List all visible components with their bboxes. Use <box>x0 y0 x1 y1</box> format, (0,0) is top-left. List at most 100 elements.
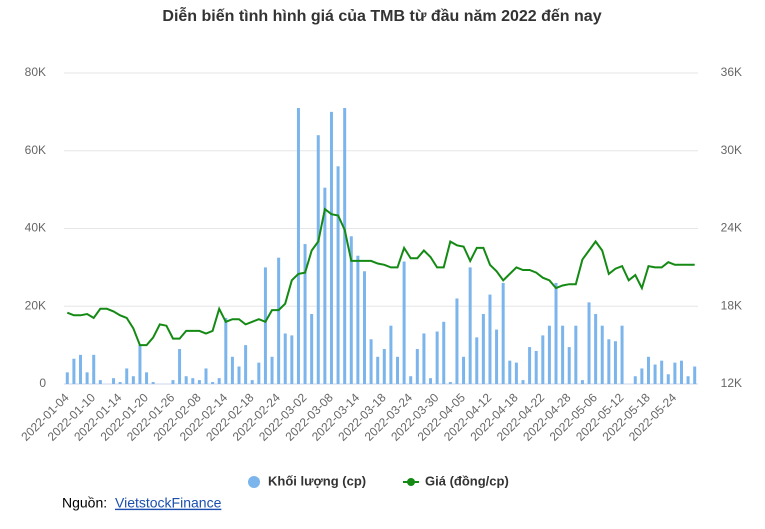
bar <box>230 356 234 384</box>
y-tick-label: 80K <box>25 65 46 79</box>
y2-tick-label: 24K <box>721 221 742 235</box>
bar <box>376 356 380 384</box>
bar <box>521 380 525 384</box>
bar <box>131 376 135 384</box>
bar <box>270 356 274 384</box>
bar <box>547 325 551 384</box>
bar <box>343 107 347 385</box>
bar <box>92 354 96 384</box>
y-tick-label: 0 <box>39 376 46 390</box>
bar <box>534 350 538 384</box>
bar <box>277 257 281 384</box>
bar <box>660 360 664 384</box>
bar <box>369 339 373 384</box>
bar <box>257 362 261 384</box>
bar <box>679 360 683 384</box>
bar <box>646 356 650 384</box>
bar <box>290 335 294 384</box>
bar <box>217 378 221 384</box>
bar <box>620 325 624 384</box>
bar <box>316 135 320 384</box>
bar <box>237 366 241 384</box>
bar <box>468 267 472 384</box>
bar <box>693 366 697 384</box>
bar <box>145 372 149 384</box>
legend-label: Giá (đồng/cp) <box>425 473 509 488</box>
bar <box>349 236 353 384</box>
bar <box>455 298 459 384</box>
bar <box>429 378 433 384</box>
y2-tick-label: 12K <box>721 376 742 390</box>
bar <box>415 349 419 384</box>
bar <box>673 362 677 384</box>
bar <box>633 376 637 384</box>
bar <box>686 376 690 384</box>
bar <box>587 302 591 384</box>
bar <box>79 354 83 384</box>
bar <box>151 382 155 384</box>
bar <box>574 325 578 384</box>
bar <box>112 378 116 384</box>
bar <box>303 244 307 384</box>
bar <box>296 107 300 385</box>
bar <box>448 382 452 384</box>
bar <box>389 325 393 384</box>
bar <box>224 317 228 384</box>
bar <box>594 314 598 384</box>
bar <box>72 358 76 384</box>
y2-tick-label: 36K <box>721 65 742 79</box>
bar <box>554 282 558 384</box>
chart-title: Diễn biến tình hình giá của TMB từ đầu n… <box>162 6 601 25</box>
bar <box>191 378 195 384</box>
bar <box>640 368 644 384</box>
bar <box>508 360 512 384</box>
bar <box>462 356 466 384</box>
source-label: Nguồn: <box>62 495 107 511</box>
bar <box>118 382 122 384</box>
y-tick-label: 40K <box>25 221 46 235</box>
bar <box>65 372 69 384</box>
bar <box>653 364 657 384</box>
bar <box>561 325 565 384</box>
bar <box>197 380 201 384</box>
bar <box>211 382 215 384</box>
bar <box>475 337 479 384</box>
bar <box>283 333 287 384</box>
bar <box>382 349 386 384</box>
bar <box>435 331 439 384</box>
bar <box>528 347 532 384</box>
bar <box>607 339 611 384</box>
legend-symbol <box>407 478 415 486</box>
y2-tick-label: 18K <box>721 298 742 312</box>
bar <box>402 261 406 384</box>
bar <box>250 380 254 384</box>
bar <box>263 267 267 384</box>
bar <box>396 356 400 384</box>
bar <box>98 380 102 384</box>
bar <box>125 368 129 384</box>
bar <box>495 329 499 384</box>
bar <box>613 341 617 384</box>
bar <box>329 111 333 384</box>
bar <box>178 349 182 384</box>
legend-symbol <box>248 476 260 488</box>
bar <box>541 335 545 384</box>
y-tick-label: 60K <box>25 143 46 157</box>
bar <box>514 362 518 384</box>
bar <box>481 314 485 384</box>
bar <box>501 282 505 384</box>
bar <box>422 333 426 384</box>
legend-label: Khối lượng (cp) <box>268 473 366 488</box>
bar <box>488 294 492 384</box>
bar <box>666 374 670 384</box>
bar <box>600 325 604 384</box>
bar <box>204 368 208 384</box>
bar <box>356 255 360 384</box>
bar <box>580 380 584 384</box>
y2-tick-label: 30K <box>721 143 742 157</box>
bar <box>310 314 314 384</box>
bar <box>442 321 446 384</box>
source-link[interactable]: VietstockFinance <box>115 495 222 511</box>
bar <box>409 376 413 384</box>
